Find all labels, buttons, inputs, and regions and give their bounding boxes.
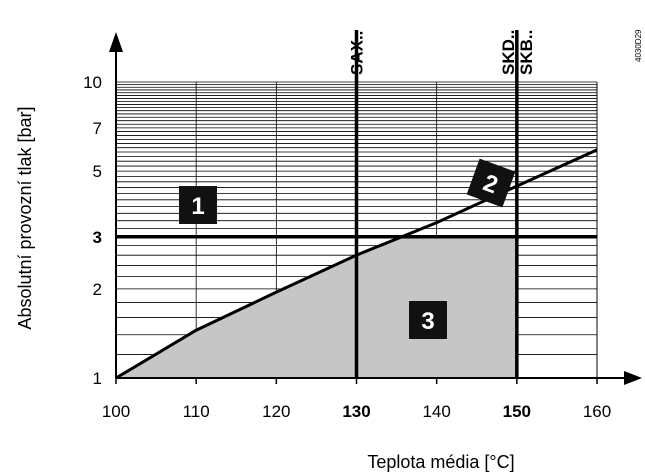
zone-3-marker: 3 xyxy=(409,301,447,339)
zone-2-marker: 2 xyxy=(466,158,516,208)
zone-label: 3 xyxy=(421,308,434,335)
y-tick-label: 1 xyxy=(93,369,102,388)
series-line xyxy=(115,148,598,380)
y-tick-label: 3 xyxy=(93,228,102,247)
zone-box xyxy=(179,186,217,224)
document-code: 4030D29 xyxy=(634,29,643,62)
tick-labels: 100 110 120 130 140 150 160 1 2 3 5 7 10 xyxy=(83,73,611,421)
x-tick-label: 150 xyxy=(503,402,531,421)
y-tick-label: 2 xyxy=(93,280,102,299)
zone-box xyxy=(409,301,447,339)
y-axis-label: Absolutní provozní tlak [bar] xyxy=(15,106,35,329)
zone-markers: 1 2 3 xyxy=(179,158,516,339)
y-tick-label: 5 xyxy=(93,162,102,181)
ref-line-label: SAX.. xyxy=(348,31,367,75)
x-tick-label: 100 xyxy=(102,402,130,421)
x-tick-label: 120 xyxy=(262,402,290,421)
ref-line-label: SKB.. xyxy=(517,30,536,75)
zone-box xyxy=(466,158,516,208)
shaded-zone-3 xyxy=(116,236,517,378)
x-tick-label: 160 xyxy=(583,402,611,421)
x-axis-label: Teplota média [°C] xyxy=(367,452,514,472)
x-tick-label: 130 xyxy=(342,402,370,421)
ref-line-label: SKD.. xyxy=(499,30,518,75)
zone-label: 1 xyxy=(191,193,204,220)
y-tick-label: 10 xyxy=(83,73,102,92)
zone-1-marker: 1 xyxy=(179,186,217,224)
y-axis-arrow xyxy=(109,32,123,52)
x-tick-label: 110 xyxy=(183,402,210,421)
reference-lines: SAX.. SKD.. SKB.. xyxy=(116,30,597,378)
axes xyxy=(109,32,642,385)
y-tick-label: 7 xyxy=(93,119,102,138)
x-axis-arrow xyxy=(624,371,642,385)
x-tick-label: 140 xyxy=(422,402,450,421)
